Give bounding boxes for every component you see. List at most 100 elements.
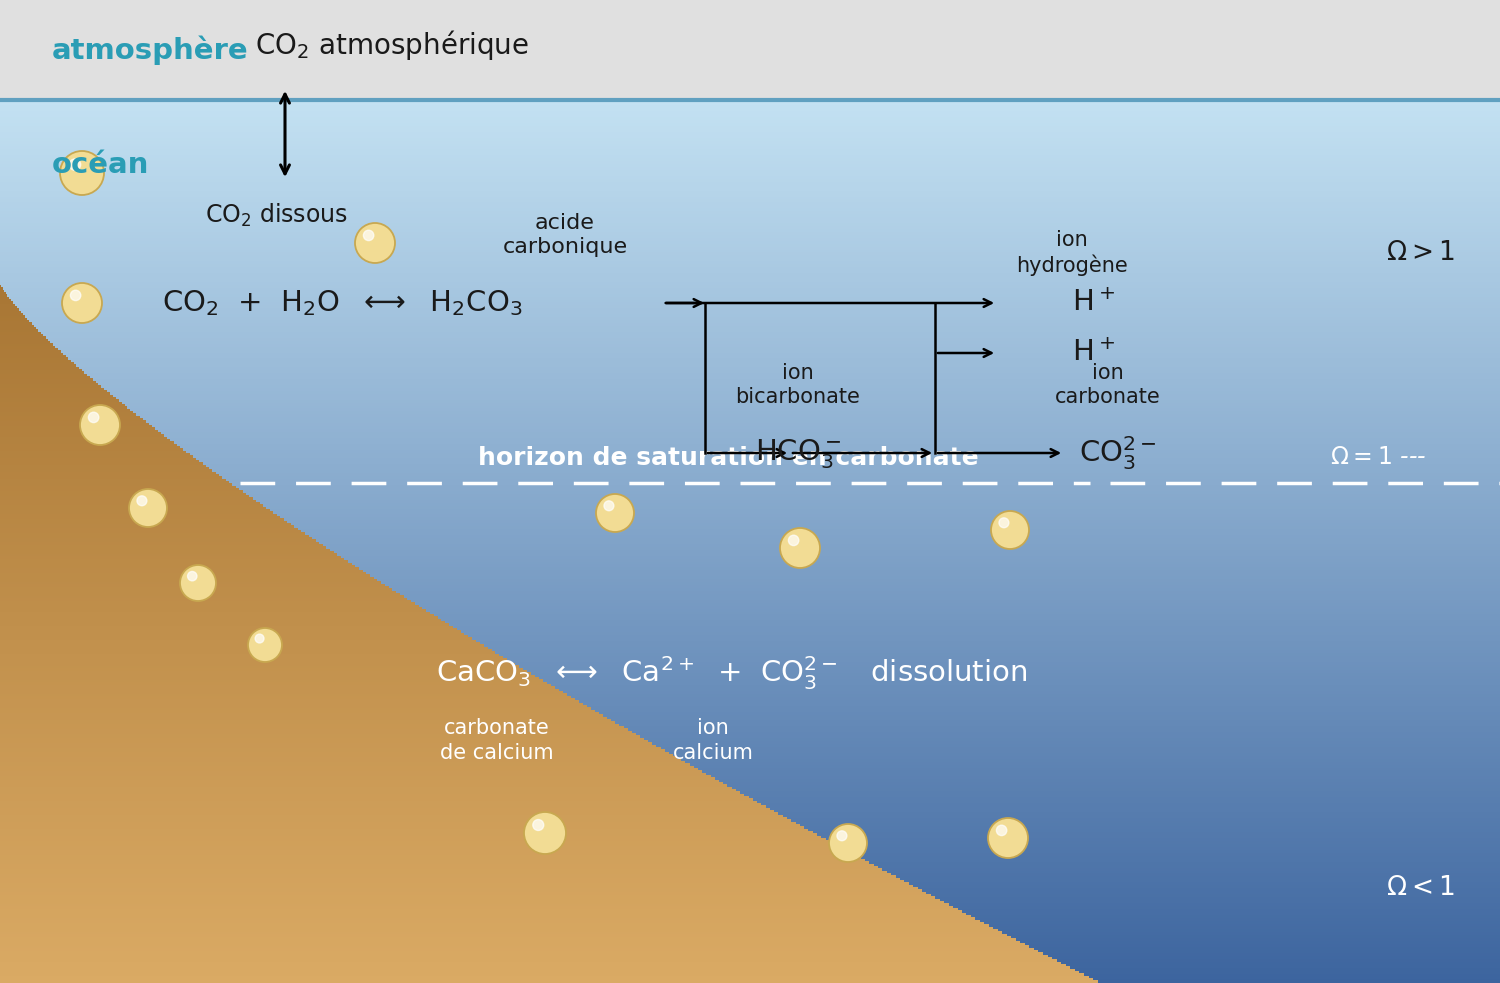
Bar <box>0 241 1500 244</box>
Bar <box>0 775 711 778</box>
Bar <box>0 876 896 878</box>
Bar <box>0 547 1500 550</box>
Bar <box>0 395 112 397</box>
Bar <box>0 528 298 531</box>
Bar <box>0 886 1500 889</box>
Bar <box>0 392 110 395</box>
Bar <box>0 605 419 607</box>
Bar <box>0 939 1016 942</box>
Bar <box>0 618 441 621</box>
Bar <box>0 380 96 383</box>
Bar <box>0 350 60 353</box>
Circle shape <box>180 565 216 601</box>
Bar <box>0 511 273 514</box>
Bar <box>0 684 550 687</box>
Bar <box>0 953 1500 956</box>
Bar <box>0 439 171 442</box>
Bar <box>0 784 728 787</box>
Bar <box>0 938 1500 942</box>
Bar <box>0 591 1500 595</box>
Bar <box>0 299 10 302</box>
Bar <box>0 350 1500 353</box>
Bar <box>0 950 1500 954</box>
Bar <box>0 614 1500 618</box>
Circle shape <box>996 825 1006 836</box>
Bar <box>0 467 209 470</box>
Text: H$^+$: H$^+$ <box>1072 339 1114 367</box>
Bar <box>0 603 416 606</box>
Bar <box>0 868 882 871</box>
Bar <box>0 670 526 673</box>
Text: horizon de saturation en carbonate: horizon de saturation en carbonate <box>477 446 978 470</box>
Bar <box>0 376 90 378</box>
Bar <box>0 637 472 640</box>
Bar <box>0 179 1500 183</box>
Bar <box>0 768 1500 771</box>
Circle shape <box>70 290 81 301</box>
Bar <box>0 921 1500 924</box>
Bar <box>0 217 1500 220</box>
Bar <box>0 871 886 874</box>
Bar <box>0 941 1020 944</box>
Bar <box>0 185 1500 189</box>
Bar <box>0 880 904 883</box>
Bar <box>0 502 1500 506</box>
Bar <box>0 765 1500 768</box>
Bar <box>0 688 1500 692</box>
Bar <box>0 800 1500 803</box>
Bar <box>0 973 1500 977</box>
Bar <box>0 547 327 549</box>
Bar <box>0 261 1500 264</box>
Bar <box>0 847 843 850</box>
Bar <box>0 598 408 601</box>
Bar <box>0 932 1002 934</box>
Bar <box>0 797 1500 800</box>
Bar <box>0 211 1500 215</box>
Bar <box>0 853 1500 856</box>
Bar <box>0 276 1500 279</box>
Bar <box>0 544 322 547</box>
Bar <box>0 458 1500 462</box>
Bar <box>0 878 900 881</box>
Bar <box>0 433 160 434</box>
Bar <box>0 685 1500 689</box>
Bar <box>0 722 615 724</box>
Bar <box>0 791 1500 794</box>
Bar <box>0 850 1500 853</box>
Bar <box>0 865 1500 868</box>
Bar <box>0 747 1500 750</box>
Bar <box>0 955 1500 959</box>
Bar <box>0 576 1500 580</box>
Bar <box>0 287 3 290</box>
Bar <box>0 829 808 832</box>
Bar <box>0 859 1500 862</box>
Text: $\Omega = 1$ ---: $\Omega = 1$ --- <box>1330 445 1426 469</box>
Bar <box>0 418 142 421</box>
Bar <box>0 941 1500 945</box>
Bar <box>0 679 543 682</box>
Bar <box>0 564 1500 568</box>
Circle shape <box>789 535 800 546</box>
Bar <box>0 322 32 325</box>
Bar <box>0 674 536 677</box>
Bar <box>0 402 122 405</box>
Bar <box>0 898 940 901</box>
Bar <box>0 686 555 689</box>
Bar <box>0 326 1500 329</box>
Bar <box>0 448 183 451</box>
Circle shape <box>356 223 395 263</box>
Bar <box>0 801 758 803</box>
Bar <box>0 376 1500 379</box>
Circle shape <box>524 812 566 854</box>
Bar <box>0 497 252 500</box>
Bar <box>0 912 1500 915</box>
Bar <box>0 338 1500 341</box>
Bar <box>0 838 1500 841</box>
Bar <box>0 623 1500 627</box>
Bar <box>0 288 1500 291</box>
Bar <box>0 632 1500 636</box>
Text: CO$_2$ dissous: CO$_2$ dissous <box>206 202 348 229</box>
Bar <box>0 967 1500 971</box>
Bar <box>0 473 1500 477</box>
Bar <box>0 387 104 390</box>
